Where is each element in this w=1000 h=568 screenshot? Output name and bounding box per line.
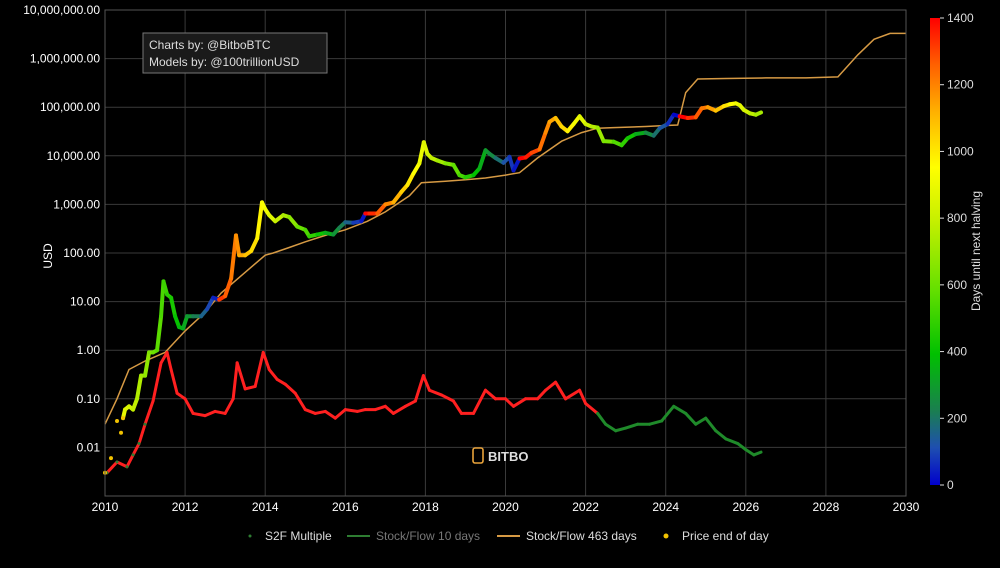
price-point bbox=[119, 431, 123, 435]
y-tick-label: 1.00 bbox=[77, 343, 101, 357]
price-point bbox=[115, 419, 119, 423]
x-tick-label: 2020 bbox=[492, 500, 519, 514]
s2f-multiple-segment bbox=[215, 411, 225, 413]
colorbar-tick-label: 600 bbox=[947, 278, 967, 292]
price-segment bbox=[756, 112, 761, 114]
y-tick-label: 10,000.00 bbox=[47, 149, 101, 163]
y-axis-label: USD bbox=[41, 243, 55, 269]
s2f-multiple-segment bbox=[315, 411, 325, 413]
credits-line-1: Charts by: @BitboBTC bbox=[149, 38, 271, 52]
legend-label: S2F Multiple bbox=[265, 529, 332, 543]
x-tick-label: 2024 bbox=[652, 500, 679, 514]
price-point bbox=[121, 416, 125, 420]
colorbar-tick-label: 200 bbox=[947, 411, 967, 425]
colorbar-tick-label: 800 bbox=[947, 211, 967, 225]
colorbar-tick-label: 1200 bbox=[947, 78, 974, 92]
x-tick-label: 2014 bbox=[252, 500, 279, 514]
colorbar bbox=[930, 18, 940, 485]
x-tick-label: 2028 bbox=[813, 500, 840, 514]
s2f-multiple-point bbox=[116, 461, 119, 464]
x-tick-label: 2030 bbox=[893, 500, 920, 514]
y-tick-label: 10.00 bbox=[70, 295, 100, 309]
x-tick-label: 2018 bbox=[412, 500, 439, 514]
y-tick-label: 100,000.00 bbox=[40, 100, 100, 114]
y-tick-label: 1,000,000.00 bbox=[30, 52, 100, 66]
x-tick-label: 2010 bbox=[92, 500, 119, 514]
legend-label: Price end of day bbox=[682, 529, 769, 543]
x-tick-label: 2016 bbox=[332, 500, 359, 514]
legend-label: Stock/Flow 463 days bbox=[526, 529, 637, 543]
credits-line-2: Models by: @100trillionUSD bbox=[149, 55, 300, 69]
x-tick-label: 2026 bbox=[732, 500, 759, 514]
s2f-multiple-point bbox=[144, 423, 147, 426]
s2f-multiple-point bbox=[126, 465, 129, 468]
credits-box: Charts by: @BitboBTC Models by: @100tril… bbox=[143, 33, 327, 73]
y-tick-label: 100.00 bbox=[63, 246, 100, 260]
s2f-multiple-point bbox=[132, 453, 135, 456]
legend-label: Stock/Flow 10 days bbox=[376, 529, 480, 543]
price-point bbox=[109, 456, 113, 460]
x-tick-label: 2022 bbox=[572, 500, 599, 514]
s2f-multiple-point bbox=[138, 442, 141, 445]
x-tick-label: 2012 bbox=[172, 500, 199, 514]
colorbar-tick-label: 1400 bbox=[947, 11, 974, 25]
y-tick-label: 0.10 bbox=[77, 392, 101, 406]
colorbar-tick-label: 1000 bbox=[947, 144, 974, 158]
y-tick-label: 10,000,000.00 bbox=[23, 3, 100, 17]
colorbar-tick-label: 0 bbox=[947, 478, 954, 492]
colorbar-label: Days until next halving bbox=[969, 191, 983, 311]
bitbo-wordmark: BITBO bbox=[488, 449, 528, 464]
y-tick-label: 0.01 bbox=[77, 440, 101, 454]
s2f-multiple-segment bbox=[345, 410, 357, 412]
colorbar-tick-label: 400 bbox=[947, 345, 967, 359]
y-tick-label: 1,000.00 bbox=[53, 197, 100, 211]
